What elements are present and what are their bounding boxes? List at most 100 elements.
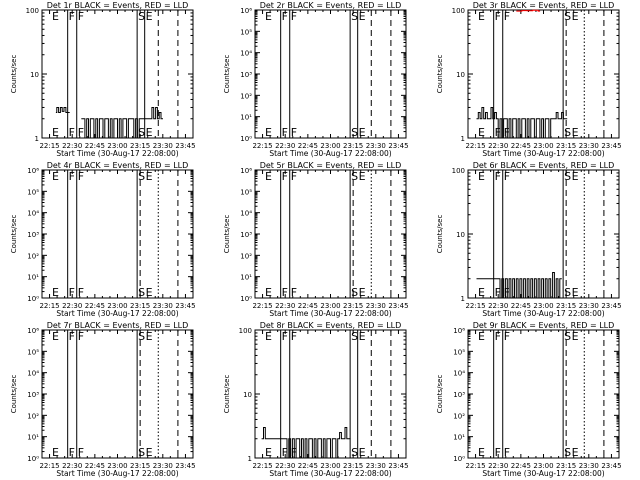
event-flag-label-top: F: [495, 10, 501, 23]
x-tick-label: 22:15: [39, 142, 59, 150]
event-flag-label-bottom: E: [359, 286, 366, 299]
event-flag-label-top: E: [359, 170, 366, 183]
x-tick-label: 22:15: [465, 142, 485, 150]
event-flag-label-bottom: E: [572, 286, 579, 299]
x-tick-label: 22:45: [511, 462, 531, 470]
y-tick-label: 10⁶: [240, 167, 252, 175]
event-flag-label-bottom: E: [52, 126, 59, 139]
event-flag-label-top: E: [52, 170, 59, 183]
event-flag-label-bottom: E: [359, 126, 366, 139]
event-flag-label-bottom: E: [52, 446, 59, 459]
event-flag-label-top: S: [138, 10, 145, 23]
event-flag-label-bottom: E: [265, 126, 272, 139]
det-8r-panel: Det 8r BLACK = Events, RED = LLD 1 10 100 22…: [223, 321, 409, 478]
event-flag-label-bottom: F: [78, 446, 84, 459]
det-9r-panel: Det 9r BLACK = Events, RED = LLD 10⁰ 10¹ 10…: [436, 321, 622, 478]
y-tick-label: 100: [239, 327, 252, 335]
event-flag-label-top: S: [564, 10, 571, 23]
x-tick-label: 23:15: [343, 142, 363, 150]
x-tick-label: 23:15: [130, 302, 150, 310]
det-4r-panel: Det 4r BLACK = Events, RED = LLD 10⁰ 10¹ 10…: [10, 161, 196, 318]
x-tick-label: 23:15: [343, 302, 363, 310]
event-flag-label-bottom: F: [495, 126, 501, 139]
event-flag-label-top: S: [351, 330, 358, 343]
x-tick-label: 23:00: [107, 142, 127, 150]
event-flag-label-bottom: F: [78, 126, 84, 139]
y-tick-label: 10⁴: [240, 50, 252, 58]
panel-title: Det 7r BLACK = Events, RED = LLD: [47, 321, 189, 330]
y-axis-label: Counts/sec: [10, 375, 18, 414]
y-tick-label: 100: [452, 167, 465, 175]
x-tick-label: 23:45: [175, 302, 195, 310]
event-flag-label-bottom: S: [564, 286, 571, 299]
y-tick-label: 10⁵: [453, 348, 465, 356]
y-axis-label: Counts/sec: [223, 215, 231, 254]
event-flag-label-top: F: [69, 330, 75, 343]
x-tick-label: 23:00: [107, 302, 127, 310]
x-tick-label: 23:00: [107, 462, 127, 470]
panel-title: Det 8r BLACK = Events, RED = LLD: [260, 321, 402, 330]
event-flag-label-top: E: [146, 10, 153, 23]
event-flag-label-top: E: [265, 10, 272, 23]
counts-series-line: [261, 427, 351, 459]
event-flag-label-top: F: [78, 330, 84, 343]
y-tick-label: 10¹: [240, 274, 252, 282]
y-tick-label: 10⁰: [27, 295, 39, 303]
event-flag-label-top: F: [495, 170, 501, 183]
y-tick-label: 1: [248, 455, 252, 463]
x-tick-label: 22:15: [39, 462, 59, 470]
panel-title: Det 1r BLACK = Events, RED = LLD: [47, 1, 189, 10]
y-tick-label: 10²: [27, 412, 39, 420]
y-tick-label: 10⁵: [240, 188, 252, 196]
x-tick-label: 22:30: [488, 462, 508, 470]
y-tick-label: 10⁰: [453, 455, 465, 463]
event-flag-label-top: E: [478, 170, 485, 183]
event-flag-label-bottom: F: [504, 286, 510, 299]
x-tick-label: 23:00: [320, 142, 340, 150]
y-tick-label: 10⁶: [240, 7, 252, 15]
event-flag-label-bottom: F: [69, 126, 75, 139]
y-axis-label: Counts/sec: [223, 375, 231, 414]
event-flag-label-bottom: F: [78, 286, 84, 299]
x-tick-label: 23:00: [533, 462, 553, 470]
event-flag-label-bottom: E: [572, 126, 579, 139]
y-tick-label: 10: [30, 71, 39, 79]
y-tick-label: 10¹: [453, 434, 465, 442]
x-tick-label: 23:30: [153, 302, 173, 310]
event-flag-label-bottom: F: [504, 446, 510, 459]
det-5r-panel: Det 5r BLACK = Events, RED = LLD 10⁰ 10¹ 10…: [223, 161, 409, 318]
x-axis-label: Start Time (30-Aug-17 22:08:00): [482, 309, 604, 318]
event-flag-label-bottom: S: [564, 446, 571, 459]
event-flag-label-bottom: S: [564, 126, 571, 139]
event-flag-label-bottom: E: [478, 446, 485, 459]
det-1r-panel: Det 1r BLACK = Events, RED = LLD 1 10 100 22…: [10, 1, 196, 158]
y-axis-label: Counts/sec: [10, 215, 18, 254]
y-tick-label: 10⁶: [453, 327, 465, 335]
y-tick-label: 10³: [240, 71, 252, 79]
event-flag-label-bottom: F: [495, 286, 501, 299]
y-tick-label: 1: [35, 135, 39, 143]
x-axis-label: Start Time (30-Aug-17 22:08:00): [482, 469, 604, 478]
event-flag-label-top: S: [351, 170, 358, 183]
y-tick-label: 100: [26, 7, 39, 15]
event-flag-label-top: F: [504, 330, 510, 343]
x-axis-label: Start Time (30-Aug-17 22:08:00): [269, 309, 391, 318]
event-flag-label-bottom: F: [69, 286, 75, 299]
y-tick-label: 10²: [27, 252, 39, 260]
panel-title: Det 2r BLACK = Events, RED = LLD: [260, 1, 402, 10]
y-tick-label: 10³: [453, 391, 465, 399]
event-flag-label-bottom: E: [146, 286, 153, 299]
event-flag-label-bottom: F: [282, 446, 288, 459]
y-axis-label: Counts/sec: [436, 215, 444, 254]
event-flag-label-top: S: [564, 330, 571, 343]
x-tick-label: 22:30: [488, 142, 508, 150]
x-axis-label: Start Time (30-Aug-17 22:08:00): [56, 149, 178, 158]
y-tick-label: 10: [456, 71, 465, 79]
event-flag-label-bottom: E: [265, 286, 272, 299]
event-flag-label-bottom: F: [504, 126, 510, 139]
x-axis-label: Start Time (30-Aug-17 22:08:00): [269, 469, 391, 478]
plot-frame: [467, 329, 620, 459]
x-tick-label: 23:45: [601, 302, 621, 310]
y-tick-label: 10⁵: [27, 348, 39, 356]
event-flag-label-bottom: E: [52, 286, 59, 299]
